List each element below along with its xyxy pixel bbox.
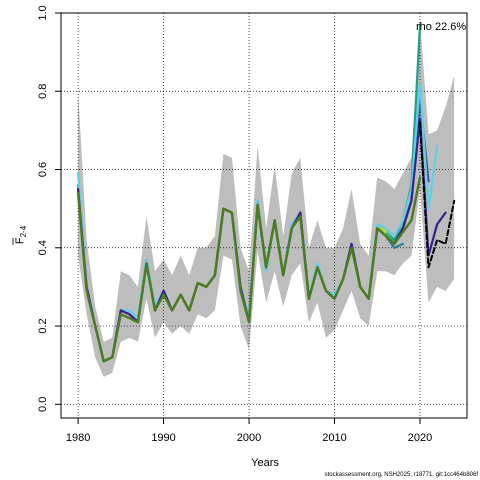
y-axis-title: F2-4	[12, 225, 28, 245]
footer-credit: stockassessment.org, NSH2025, r18771, gi…	[325, 472, 479, 478]
x-tick-label: 1990	[151, 432, 175, 444]
y-axis-title-sub: 2-4	[19, 225, 28, 237]
y-axis: 0.0 0.2 0.4 0.6 0.8 1.0	[37, 5, 61, 412]
x-tick-label: 2010	[322, 432, 346, 444]
rho-annotation: rho 22.6%	[416, 21, 466, 33]
x-tick-label: 2000	[237, 432, 261, 444]
band-polygon	[78, 20, 455, 377]
y-tick-label: 1.0	[37, 5, 49, 20]
y-axis-title-main: F	[14, 237, 26, 244]
y-tick-label: 0.8	[37, 84, 49, 99]
x-axis: 1980 1990 2000 2010 2020	[66, 418, 432, 444]
svg-text:F2-4: F2-4	[14, 225, 28, 244]
x-tick-label: 2020	[408, 432, 432, 444]
y-tick-label: 0.2	[37, 318, 49, 333]
y-tick-label: 0.4	[37, 240, 49, 255]
confidence-band	[78, 20, 455, 377]
series-lines	[76, 23, 456, 363]
y-tick-label: 0.0	[37, 397, 49, 412]
x-axis-title: Years	[251, 457, 279, 469]
series-line-8	[76, 176, 422, 363]
series-line-9	[419, 121, 456, 269]
plot-frame	[60, 12, 468, 419]
y-tick-label: 0.6	[37, 162, 49, 177]
x-tick-label: 1980	[66, 432, 90, 444]
